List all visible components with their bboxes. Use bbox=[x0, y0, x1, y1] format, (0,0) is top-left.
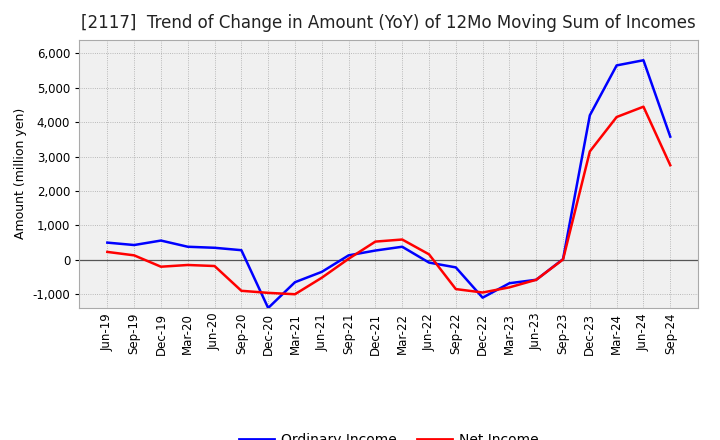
Ordinary Income bbox=[532, 277, 541, 282]
Net Income bbox=[157, 264, 166, 269]
Ordinary Income bbox=[264, 305, 272, 311]
Line: Ordinary Income: Ordinary Income bbox=[107, 60, 670, 308]
Net Income bbox=[612, 114, 621, 120]
Ordinary Income bbox=[103, 240, 112, 245]
Ordinary Income bbox=[585, 113, 594, 118]
Net Income bbox=[184, 262, 192, 268]
Y-axis label: Amount (million yen): Amount (million yen) bbox=[14, 108, 27, 239]
Net Income bbox=[103, 249, 112, 255]
Net Income bbox=[318, 275, 326, 280]
Ordinary Income bbox=[371, 248, 379, 253]
Ordinary Income bbox=[184, 244, 192, 249]
Ordinary Income bbox=[666, 134, 675, 139]
Net Income bbox=[585, 149, 594, 154]
Legend: Ordinary Income, Net Income: Ordinary Income, Net Income bbox=[233, 428, 544, 440]
Net Income bbox=[291, 292, 300, 297]
Ordinary Income bbox=[344, 253, 353, 258]
Net Income bbox=[505, 285, 514, 290]
Net Income bbox=[237, 288, 246, 293]
Ordinary Income bbox=[425, 260, 433, 265]
Net Income bbox=[344, 256, 353, 261]
Net Income bbox=[532, 277, 541, 282]
Net Income bbox=[398, 237, 407, 242]
Net Income bbox=[130, 253, 138, 258]
Net Income bbox=[210, 264, 219, 269]
Net Income bbox=[559, 257, 567, 262]
Ordinary Income bbox=[210, 245, 219, 250]
Ordinary Income bbox=[451, 265, 460, 270]
Ordinary Income bbox=[612, 63, 621, 68]
Ordinary Income bbox=[318, 269, 326, 275]
Ordinary Income bbox=[505, 281, 514, 286]
Ordinary Income bbox=[559, 257, 567, 262]
Net Income bbox=[371, 239, 379, 244]
Ordinary Income bbox=[478, 295, 487, 301]
Net Income bbox=[451, 286, 460, 292]
Net Income bbox=[264, 290, 272, 296]
Ordinary Income bbox=[130, 242, 138, 248]
Net Income bbox=[425, 252, 433, 257]
Ordinary Income bbox=[237, 248, 246, 253]
Line: Net Income: Net Income bbox=[107, 106, 670, 294]
Ordinary Income bbox=[291, 279, 300, 285]
Ordinary Income bbox=[398, 244, 407, 249]
Net Income bbox=[478, 290, 487, 295]
Ordinary Income bbox=[157, 238, 166, 243]
Ordinary Income bbox=[639, 58, 648, 63]
Net Income bbox=[639, 104, 648, 109]
Title: [2117]  Trend of Change in Amount (YoY) of 12Mo Moving Sum of Incomes: [2117] Trend of Change in Amount (YoY) o… bbox=[81, 15, 696, 33]
Net Income bbox=[666, 162, 675, 168]
